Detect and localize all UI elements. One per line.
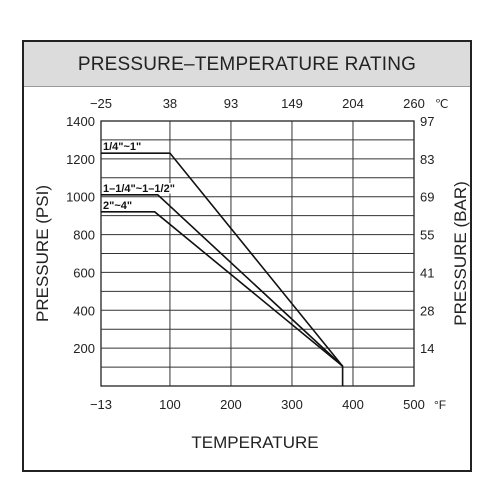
y-tick-label-left: 1000 <box>66 190 95 205</box>
series-label: 1–1/4"~1–1/2" <box>103 183 175 195</box>
y-tick-label-right: 83 <box>420 152 434 167</box>
y-tick-label-left: 1200 <box>66 152 95 167</box>
y-axis-label-left: PRESSURE (PSI) <box>33 185 52 322</box>
chart-frame: PRESSURE–TEMPERATURE RATING <box>22 40 472 472</box>
x-axis-label: TEMPERATURE <box>191 433 318 452</box>
y-tick-label-right: 41 <box>420 265 434 280</box>
x-tick-label-bottom: 100 <box>159 397 181 412</box>
y-tick-label-right: 14 <box>420 341 434 356</box>
y-tick-label-right: 69 <box>420 190 434 205</box>
x-tick-label-top: 93 <box>224 96 238 111</box>
x-unit-bottom: °F <box>434 398 446 412</box>
y-tick-label-left: 1400 <box>66 114 95 129</box>
x-tick-label-top: 204 <box>342 96 364 111</box>
series-label: 1/4"~1" <box>103 141 141 153</box>
x-tick-label-bottom: −13 <box>90 397 112 412</box>
x-unit-top: ℃ <box>435 97 448 111</box>
x-tick-label-bottom: 500 <box>403 397 425 412</box>
x-tick-label-top: 38 <box>163 96 177 111</box>
y-tick-label-left: 800 <box>73 228 95 243</box>
series-line <box>101 211 344 367</box>
x-tick-label-bottom: 400 <box>342 397 364 412</box>
x-tick-label-bottom: 200 <box>220 397 242 412</box>
x-tick-label-top: 260 <box>403 96 425 111</box>
y-axis-label-right: PRESSURE (BAR) <box>451 181 470 326</box>
y-tick-label-left: 600 <box>73 265 95 280</box>
x-tick-label-top: 149 <box>281 96 303 111</box>
chart-title: PRESSURE–TEMPERATURE RATING <box>77 54 417 75</box>
y-tick-label-left: 200 <box>73 341 95 356</box>
x-tick-label-top: −25 <box>90 96 112 111</box>
series-label: 2"~4" <box>103 200 132 212</box>
x-tick-label-bottom: 300 <box>281 397 303 412</box>
y-tick-label-left: 400 <box>73 303 95 318</box>
title-bar: PRESSURE–TEMPERATURE RATING <box>24 42 470 87</box>
y-tick-label-right: 28 <box>420 303 434 318</box>
y-tick-label-right: 55 <box>420 228 434 243</box>
y-tick-label-right: 97 <box>420 114 434 129</box>
series-line <box>101 194 344 367</box>
series-line <box>101 152 344 386</box>
